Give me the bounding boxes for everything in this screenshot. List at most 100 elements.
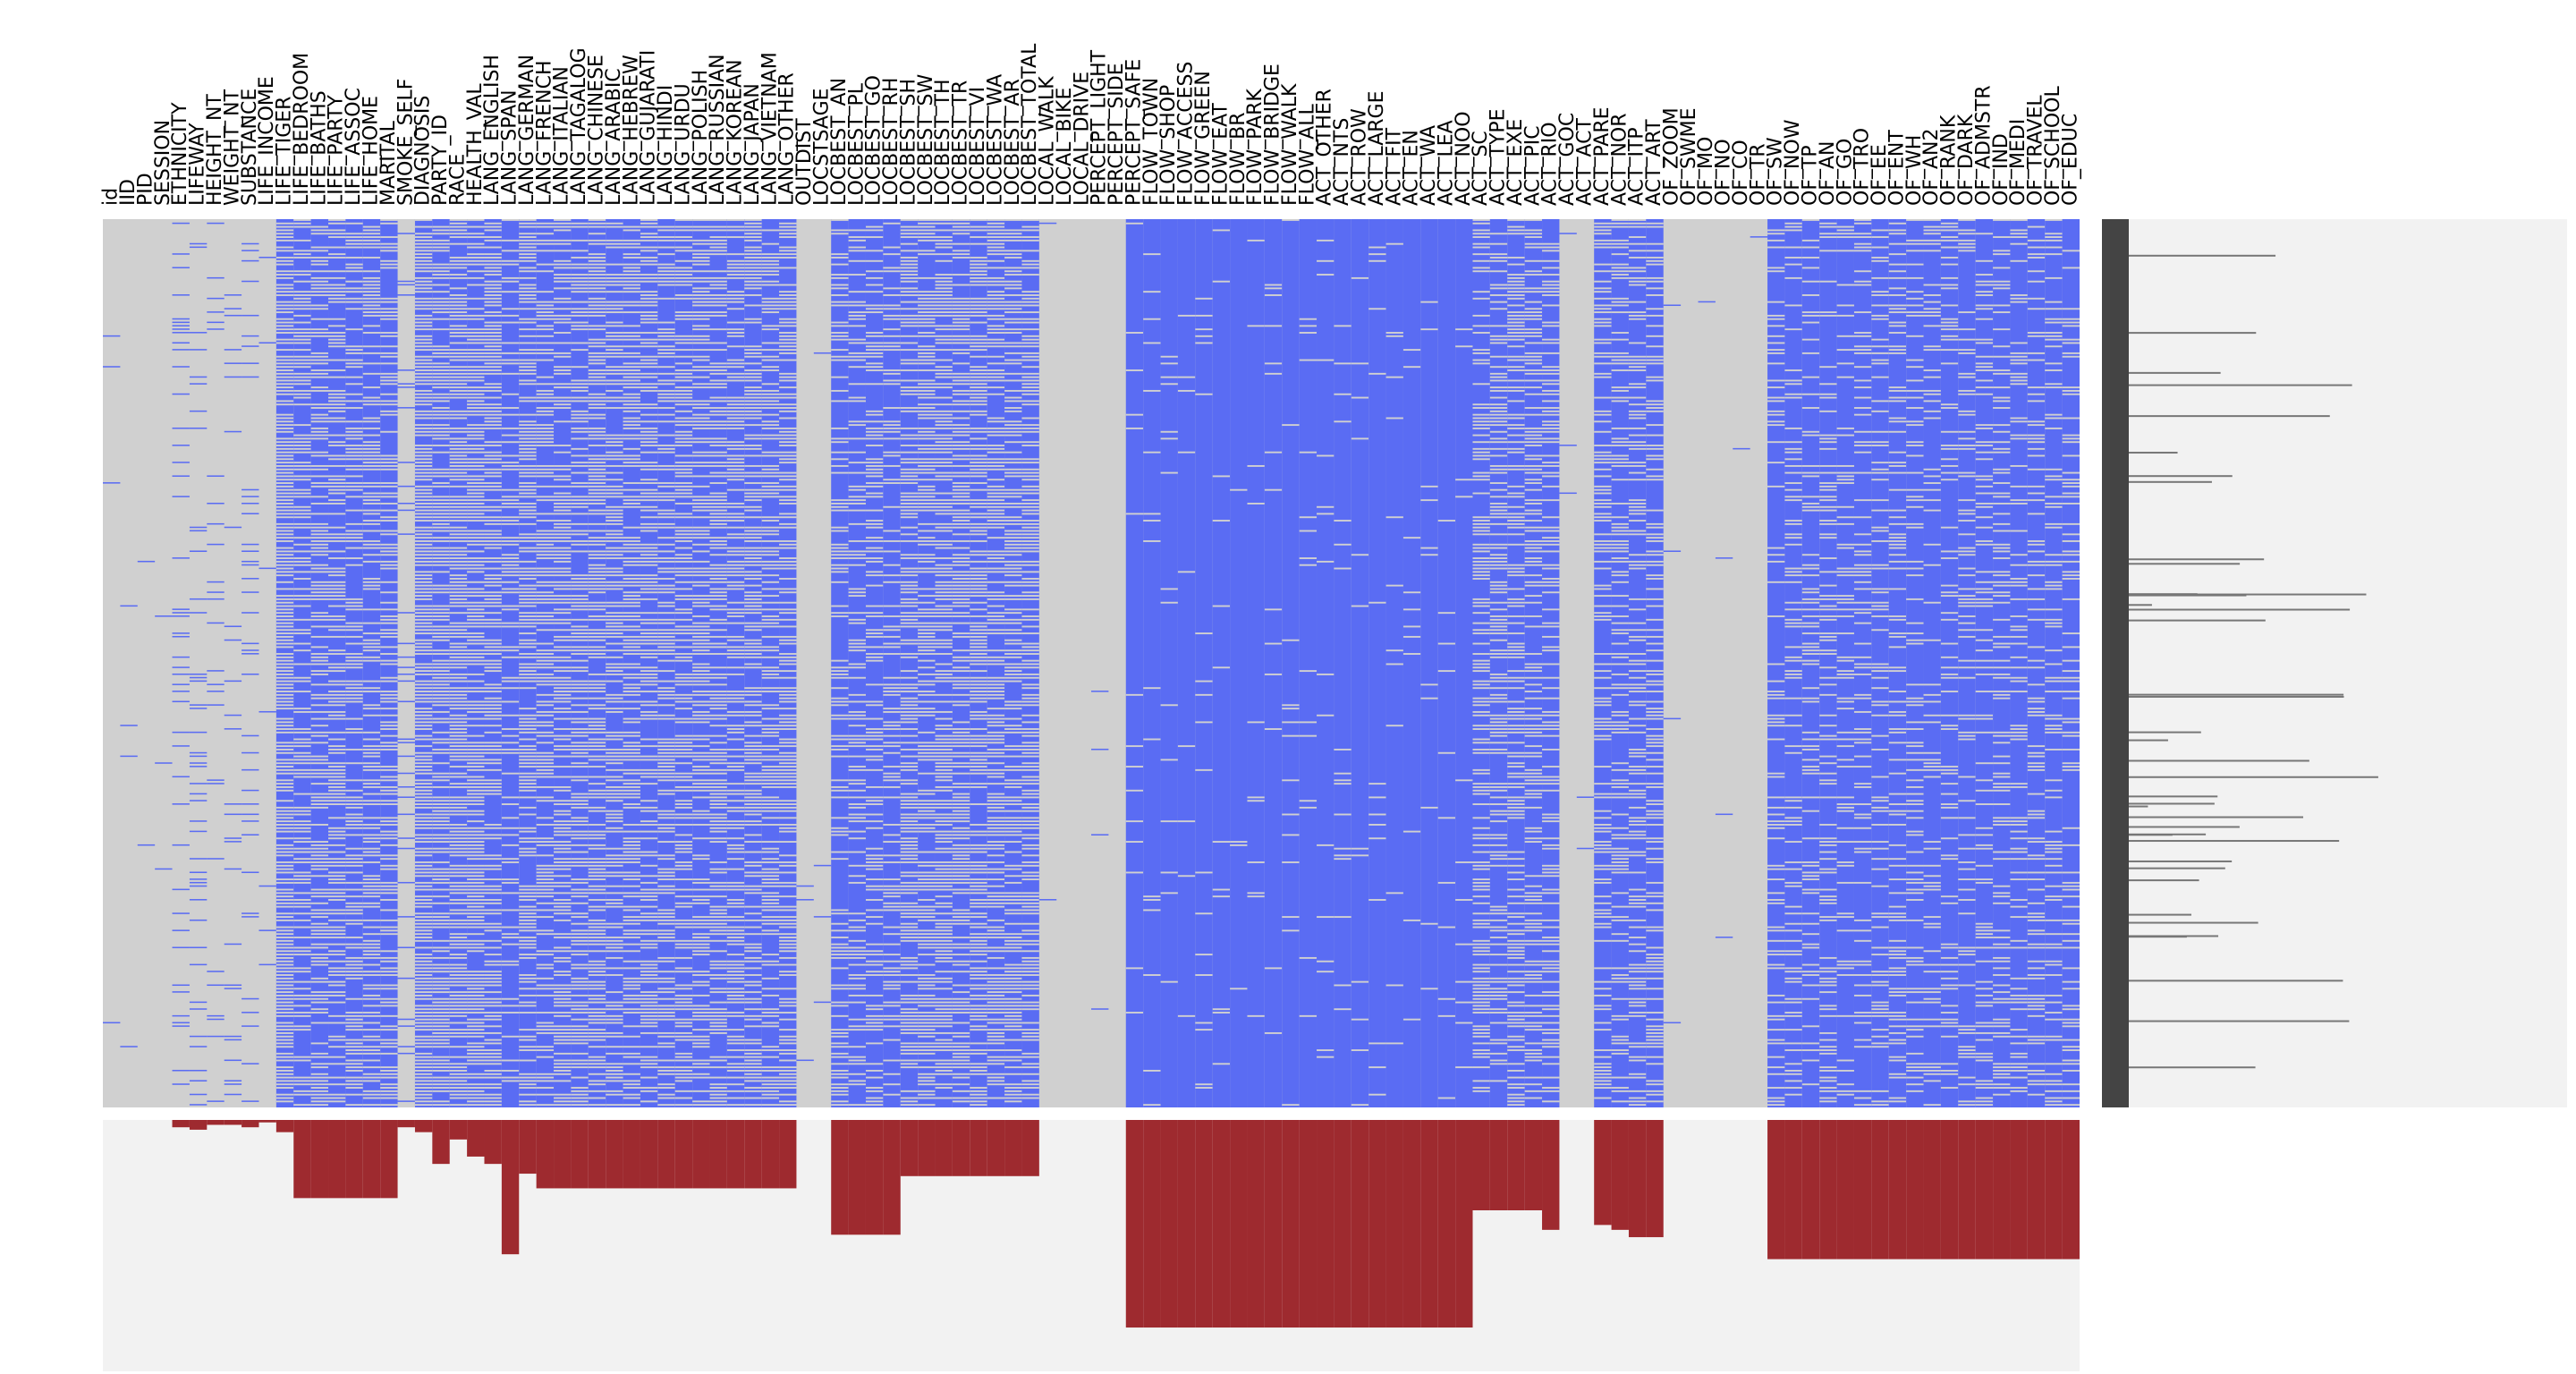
cell — [467, 513, 485, 515]
cell — [588, 345, 606, 348]
cell — [726, 328, 745, 331]
cell — [674, 574, 693, 577]
cell — [571, 895, 589, 898]
cell — [623, 526, 640, 529]
cell — [345, 1046, 363, 1048]
cell — [467, 1018, 485, 1021]
cell — [380, 800, 398, 802]
cell — [275, 284, 294, 286]
cell — [709, 270, 727, 273]
cell — [449, 386, 468, 389]
cell — [380, 929, 398, 932]
cell — [328, 892, 346, 895]
cell — [640, 482, 658, 484]
cell — [674, 513, 693, 515]
column-label: LIFE_ASSOC — [343, 88, 365, 206]
cell — [657, 766, 675, 768]
cell — [293, 827, 311, 829]
cell — [484, 325, 502, 327]
cell — [484, 834, 502, 836]
cell — [293, 710, 311, 713]
cell — [328, 967, 346, 970]
cell — [275, 1008, 294, 1011]
cell — [467, 376, 485, 378]
cell — [571, 499, 589, 502]
cell — [657, 591, 675, 594]
cell — [674, 612, 693, 615]
cell — [674, 547, 693, 549]
cell — [345, 598, 363, 600]
cell — [554, 1012, 572, 1014]
cell — [501, 700, 520, 703]
cell — [484, 445, 502, 446]
cell — [554, 420, 572, 423]
cell — [275, 731, 294, 734]
cell — [449, 274, 468, 276]
cell — [467, 830, 485, 833]
cell — [744, 499, 762, 502]
cell — [640, 806, 658, 809]
cell — [692, 263, 710, 266]
cell — [432, 1042, 450, 1045]
cell — [761, 796, 780, 799]
cell — [588, 864, 606, 867]
cell — [172, 991, 190, 993]
cell — [606, 581, 623, 583]
cell — [449, 581, 468, 583]
cell — [362, 649, 381, 652]
cell — [657, 379, 675, 382]
cell — [449, 537, 468, 539]
cell — [345, 427, 363, 429]
cell — [606, 445, 623, 446]
cell — [207, 622, 225, 624]
cell — [588, 314, 606, 317]
cell — [692, 311, 710, 314]
cell — [293, 447, 311, 450]
cell — [328, 533, 346, 536]
cell — [345, 717, 363, 720]
cell — [709, 800, 727, 802]
cell — [224, 728, 242, 730]
cell — [554, 229, 572, 232]
cell — [571, 1063, 589, 1065]
cell — [380, 956, 398, 959]
cell — [275, 468, 294, 471]
cell — [414, 499, 433, 502]
cell — [536, 325, 555, 327]
cell — [674, 1080, 693, 1082]
cell — [449, 759, 468, 761]
cell — [571, 325, 589, 327]
cell — [449, 505, 468, 508]
cell — [692, 649, 710, 652]
cell — [640, 574, 658, 577]
cell — [484, 454, 502, 457]
cell — [606, 383, 623, 386]
cell — [709, 581, 727, 583]
cell — [484, 909, 502, 912]
cell — [623, 257, 640, 259]
cell — [519, 253, 537, 256]
cell — [275, 742, 294, 744]
cell — [328, 550, 346, 553]
cell — [606, 748, 623, 751]
cell — [362, 485, 381, 488]
cell — [571, 721, 589, 724]
cell — [501, 427, 520, 429]
cell — [345, 834, 363, 836]
cell — [310, 693, 329, 696]
cell — [726, 666, 745, 669]
cell — [571, 929, 589, 932]
cell — [414, 693, 433, 696]
cell — [467, 424, 485, 427]
cell — [275, 239, 294, 242]
cell — [519, 567, 537, 570]
cell — [606, 366, 623, 369]
cell — [571, 462, 589, 464]
cell — [275, 359, 294, 361]
cell — [623, 785, 640, 788]
cell — [414, 632, 433, 635]
cell — [623, 977, 640, 980]
cell — [449, 734, 468, 737]
cell — [657, 537, 675, 539]
cell — [519, 454, 537, 457]
